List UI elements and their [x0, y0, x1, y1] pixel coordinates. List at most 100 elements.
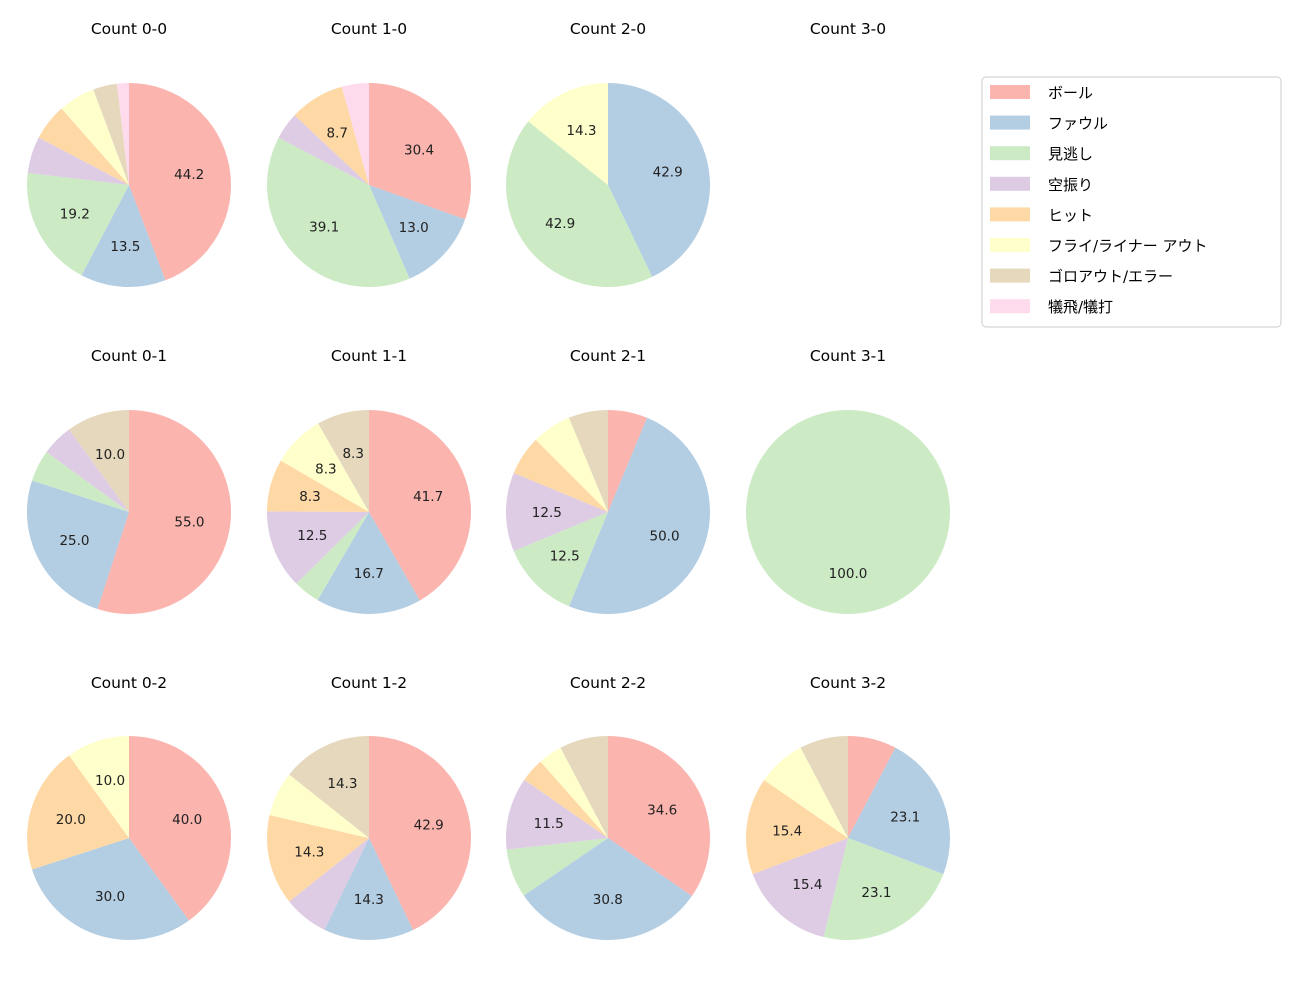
pie-slice-1: [31, 838, 189, 940]
pie-slice-label: 10.0: [95, 447, 125, 463]
legend-swatch: [990, 85, 1030, 99]
pie-slice-5: [61, 89, 129, 185]
pie-slice-label: 55.0: [174, 515, 204, 531]
pie-title: Count 2-0: [570, 20, 646, 38]
pie-slice-label: 10.0: [95, 773, 125, 789]
pie-slice-0: [129, 83, 232, 281]
pie-slice-label: 11.5: [534, 816, 564, 832]
legend-swatch: [990, 268, 1030, 283]
legend-label: ボール: [1048, 84, 1093, 102]
pie-count-2-1: Count 2-1 50.0 12.5 12.5: [506, 347, 710, 614]
pie-slice-5: [528, 83, 608, 185]
pie-slice-4: [746, 780, 848, 875]
pie-slice-1: [608, 83, 711, 277]
pie-slice-label: 12.5: [297, 528, 327, 544]
pie-slice-3: [278, 115, 369, 185]
pie-count-1-0: Count 1-0 30.4 13.0 39.1 8.7: [267, 20, 472, 287]
legend-label: フライ/ライナー アウト: [1048, 237, 1208, 255]
legend-swatch: [990, 146, 1030, 161]
pie-slice-1: [26, 480, 130, 610]
pie-slice-4: [513, 439, 608, 512]
pie-count-0-2: Count 0-2 40.0 30.0 20.0 10.0: [27, 674, 231, 940]
pie-slice-6: [318, 410, 369, 512]
pie-slice-label: 8.3: [342, 446, 363, 462]
pie-slice-1: [568, 417, 710, 614]
legend-frame: [981, 76, 1282, 328]
legend-swatch: [990, 115, 1030, 130]
pie-slice-label: 42.9: [653, 164, 683, 180]
pie-slice-6: [289, 736, 369, 838]
pie-slice-0: [369, 83, 472, 220]
pie-slice-5: [535, 417, 608, 512]
pie-slice-4: [38, 108, 129, 185]
legend-label: 見逃し: [1048, 145, 1093, 163]
pie-slice-label: 23.1: [861, 885, 891, 901]
pie-slice-label: 50.0: [650, 528, 680, 544]
pie-title: Count 0-0: [91, 20, 167, 38]
pie-slice-label: 23.1: [890, 809, 920, 825]
pie-slice-label: 12.5: [532, 505, 562, 521]
pie-slice-4: [27, 755, 129, 870]
pie-count-1-1: Count 1-1 41.7 16.7 12.5 8.3 8.3 8.3: [267, 347, 471, 614]
pie-slice-3: [267, 511, 369, 584]
pie-slice-7: [116, 83, 129, 185]
pie-count-2-2: Count 2-2 34.6 30.8 11.5: [506, 674, 711, 940]
pie-slice-2: [296, 512, 369, 601]
legend-swatch: [990, 176, 1030, 191]
pie-slice-label: 8.3: [299, 489, 320, 505]
pie-title: Count 2-2: [570, 674, 646, 692]
pie-slice-2: [506, 838, 608, 896]
pie-slice-3: [46, 429, 129, 512]
pie-slice-5: [69, 736, 129, 838]
pie-slice-2: [267, 137, 410, 287]
pie-slice-0: [848, 736, 896, 838]
pie-slice-5: [269, 774, 369, 838]
pie-slice-0: [129, 736, 231, 921]
pie-title: Count 1-1: [331, 347, 407, 365]
pie-slice-0: [97, 410, 232, 614]
legend-label: 犠飛/犠打: [1048, 298, 1113, 316]
pie-count-0-1: Count 0-1 55.0 25.0 10.0: [26, 347, 232, 614]
pie-slice-2: [505, 121, 653, 288]
pie-slice-4: [267, 460, 369, 512]
pie-slice-1: [523, 838, 692, 940]
legend-label: ゴロアウト/エラー: [1048, 268, 1173, 286]
pie-slice-5: [280, 423, 369, 512]
legend-label: 空振り: [1048, 176, 1093, 194]
pie-slice-label: 41.7: [413, 489, 443, 505]
pie-slice-4: [267, 815, 369, 902]
pie-slice-label: 14.3: [566, 123, 596, 139]
pie-slice-5: [540, 747, 608, 838]
pie-slice-4: [294, 86, 369, 185]
pie-slice-1: [848, 747, 950, 875]
pie-slice-5: [764, 747, 848, 838]
pie-slice-label: 8.7: [327, 126, 348, 142]
pie-count-2-0: Count 2-0 42.9 42.9 14.3: [505, 20, 711, 288]
pie-slice-label: 44.2: [174, 167, 204, 183]
pie-slice-label: 40.0: [172, 812, 202, 828]
pie-slice-4: [524, 761, 608, 838]
pie-slice-label: 12.5: [550, 548, 580, 564]
pie-slice-6: [800, 736, 848, 838]
pie-count-3-1: Count 3-1 100.0: [746, 347, 950, 614]
pie-slice-label: 100.0: [829, 566, 868, 582]
pie-slice-1: [317, 512, 420, 614]
pie-slice-3: [506, 472, 608, 552]
pie-slice-label: 13.5: [110, 239, 140, 255]
pie-title: Count 3-0: [810, 20, 886, 38]
pie-slice-2: [513, 512, 608, 607]
pie-slice-6: [568, 410, 608, 512]
pie-title: Count 3-1: [810, 347, 886, 365]
pie-slice-label: 20.0: [56, 812, 86, 828]
pie-slice-label: 19.2: [60, 206, 90, 222]
pie-slice-label: 8.3: [315, 462, 336, 478]
pie-slice-0: [608, 736, 711, 897]
pie-slice-2: [823, 838, 944, 940]
pie-slice-label: 16.7: [354, 566, 384, 582]
pie-slice-2: [746, 410, 950, 614]
pie-slice-label: 42.9: [414, 817, 444, 833]
pie-slice-label: 14.3: [327, 776, 357, 792]
pie-slice-0: [608, 410, 648, 512]
pie-slice-label: 30.8: [593, 892, 623, 908]
pie-slice-label: 13.0: [399, 220, 429, 236]
